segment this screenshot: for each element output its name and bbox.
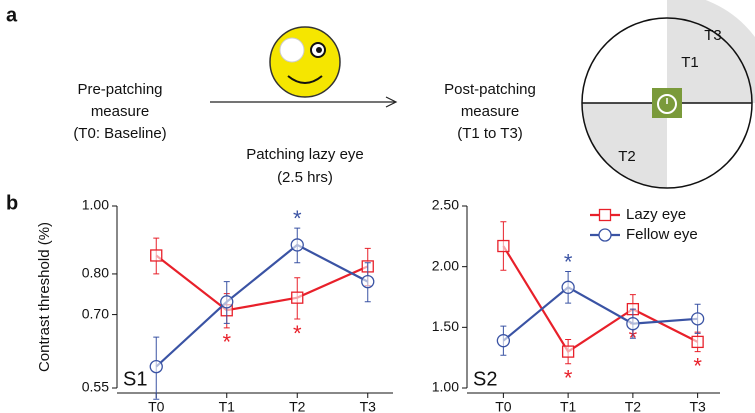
panel-label: S1 (123, 368, 147, 390)
series-line (502, 245, 699, 354)
point (290, 238, 304, 252)
pre-text: measure (91, 103, 149, 120)
x-tick-label: T0 (495, 399, 512, 413)
y-tick-label: 0.55 (82, 379, 109, 395)
point (561, 345, 575, 358)
x-tick-label: T2 (625, 399, 642, 413)
y-tick-label: 1.50 (432, 318, 459, 334)
y-tick-label: 0.70 (82, 305, 109, 321)
pre-text: Pre-patching (77, 81, 162, 98)
process-text: Patching lazy eye (246, 146, 364, 163)
x-tick-label: T3 (689, 399, 706, 413)
panel-label: S2 (473, 368, 497, 390)
y-tick-label: 2.50 (432, 197, 459, 213)
y-tick-label: 0.80 (82, 265, 109, 281)
legend-label: Lazy eye (626, 206, 686, 223)
x-tick-label: T1 (560, 399, 577, 413)
panel-label: b (6, 192, 18, 214)
legend-marker (598, 208, 612, 222)
significance-marker: * (293, 321, 302, 346)
series-line (502, 285, 698, 342)
x-tick-label: T0 (148, 399, 165, 413)
series-line (155, 254, 369, 312)
significance-marker: * (222, 330, 231, 355)
significance-marker: * (693, 353, 702, 378)
point (691, 335, 704, 349)
y-axis-label: Contrast threshold (%) (36, 222, 53, 372)
point (149, 359, 163, 374)
quadrant-label: T3 (704, 27, 722, 44)
quadrant-label: T1 (681, 54, 699, 71)
series-line (155, 243, 369, 368)
x-tick-label: T2 (289, 399, 306, 413)
point (561, 280, 575, 294)
panel-label: a (6, 4, 18, 26)
point (220, 295, 234, 309)
y-tick-label: 1.00 (432, 379, 459, 395)
y-tick-label: 1.00 (82, 197, 109, 213)
significance-marker: * (564, 366, 573, 391)
point (496, 334, 511, 348)
visual-field (581, 0, 755, 189)
x-tick-label: T3 (360, 399, 377, 413)
significance-marker: * (564, 249, 573, 274)
post-text: (T1 to T3) (457, 125, 523, 142)
smiley (269, 26, 341, 98)
legend-label: Fellow eye (626, 226, 698, 243)
point (690, 312, 705, 326)
pre-text: (T0: Baseline) (73, 125, 166, 142)
point (626, 317, 640, 331)
x-tick-label: T1 (219, 399, 236, 413)
post-text: measure (461, 103, 519, 120)
point (361, 274, 375, 289)
point (497, 239, 510, 253)
point (291, 291, 304, 304)
point (150, 249, 163, 262)
legend-marker (598, 228, 612, 242)
y-tick-label: 2.00 (432, 257, 459, 273)
significance-marker: * (293, 206, 302, 231)
quadrant-label: T2 (618, 148, 636, 165)
arrow-head (385, 96, 398, 108)
process-text: (2.5 hrs) (277, 169, 333, 186)
post-text: Post-patching (444, 81, 536, 98)
